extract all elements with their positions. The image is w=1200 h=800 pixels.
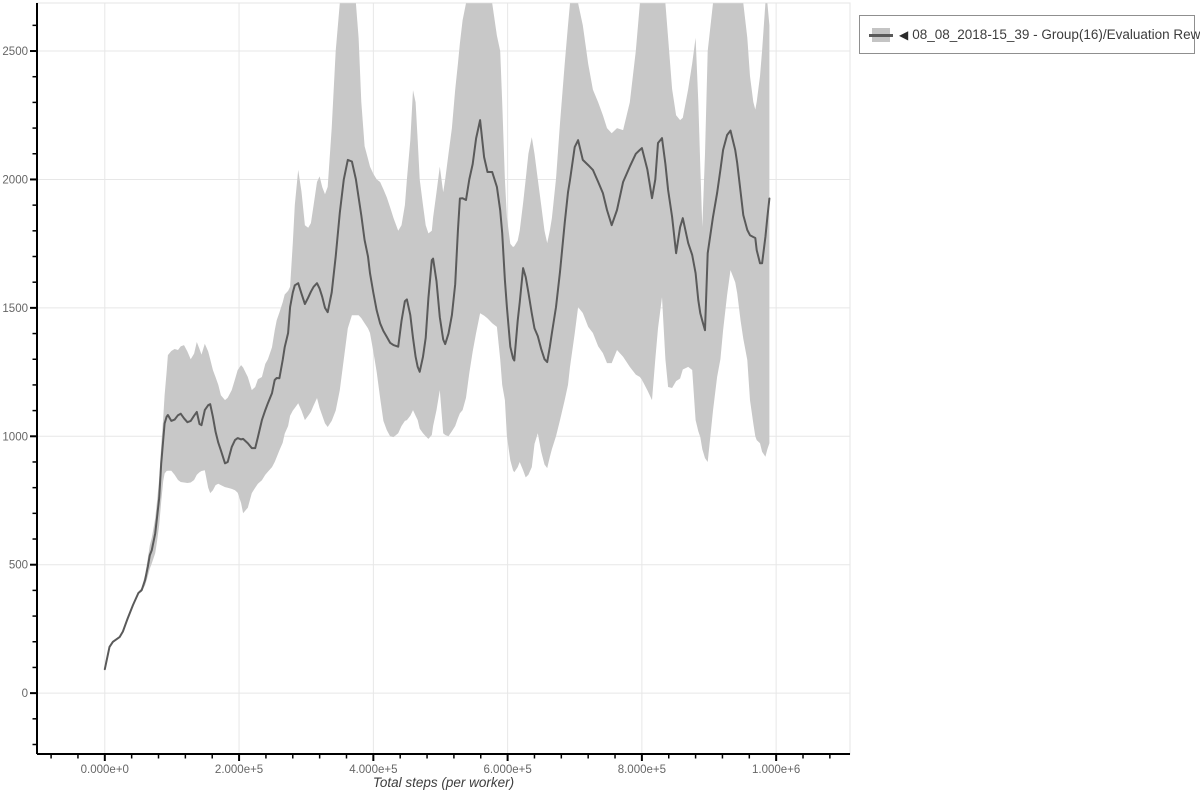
legend-entry-evaluation-reward[interactable]: ◀ 08_08_2018-15_39 - Group(16)/Evaluatio… — [869, 27, 1200, 43]
y-tick-labels: 0 500 1000 1500 2000 2500 — [2, 46, 28, 700]
svg-text:1000: 1000 — [2, 431, 28, 443]
svg-text:0.000e+0: 0.000e+0 — [81, 764, 129, 776]
confidence-band — [104, 3, 770, 670]
svg-text:500: 500 — [9, 560, 28, 572]
series-swatch-icon — [869, 27, 893, 43]
svg-text:1500: 1500 — [2, 303, 28, 315]
x-axis-title: Total steps (per worker) — [372, 775, 515, 790]
legend: ◀ 08_08_2018-15_39 - Group(16)/Evaluatio… — [859, 15, 1200, 54]
series-evaluation-reward — [103, 3, 771, 671]
svg-text:1.000e+6: 1.000e+6 — [752, 764, 800, 776]
svg-text:2000: 2000 — [2, 174, 28, 186]
svg-text:6.000e+5: 6.000e+5 — [483, 764, 531, 776]
x-tick-labels: 0.000e+0 2.000e+5 4.000e+5 6.000e+5 8.000e+5… — [81, 764, 801, 776]
svg-text:2.000e+5: 2.000e+5 — [215, 764, 263, 776]
svg-text:4.000e+5: 4.000e+5 — [349, 764, 397, 776]
svg-text:2500: 2500 — [2, 46, 28, 58]
tick-marks — [30, 24, 831, 761]
left-triangle-icon: ◀ — [899, 27, 909, 42]
svg-text:8.000e+5: 8.000e+5 — [618, 764, 666, 776]
legend-series-label: 08_08_2018-15_39 - Group(16)/Evaluation … — [912, 27, 1200, 42]
mean-line — [103, 119, 771, 671]
svg-text:0: 0 — [22, 688, 28, 700]
line-swatch-icon — [869, 33, 893, 37]
